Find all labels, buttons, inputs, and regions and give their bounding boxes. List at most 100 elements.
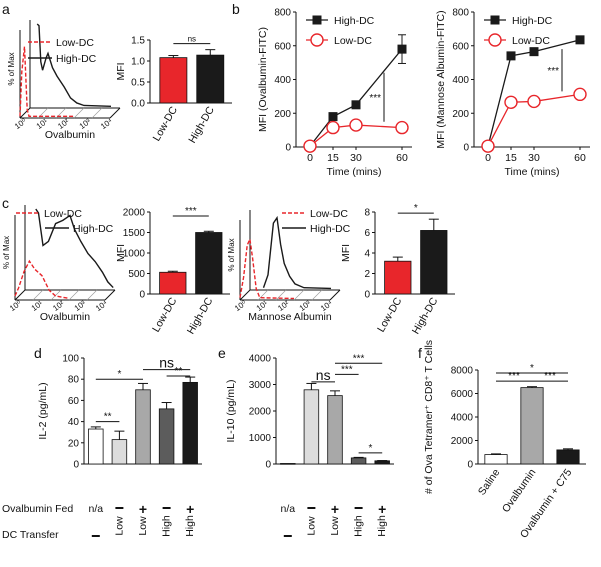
e-dc-mark: Low <box>329 516 341 536</box>
b-man-y-tick-label: 800 <box>452 8 469 19</box>
e-y-tick-label: 0 <box>265 460 271 471</box>
d-ova-mark: + <box>186 501 194 517</box>
f-y-tick-label: 8000 <box>451 366 474 377</box>
b-man-x-tick-label: 0 <box>485 152 491 164</box>
f-sig-label: *** <box>508 371 520 382</box>
f-y-label: # of Ova Tetramer⁺ CD8⁺ T Cells <box>423 340 435 494</box>
b-man-low-point <box>527 94 541 109</box>
c-man-hist-floor-line <box>311 289 323 301</box>
c-ova-bar-y-tick-label: 2000 <box>123 208 146 219</box>
b-ova-x-tick-label: 60 <box>396 152 408 164</box>
c-ova-hist-high-legend-label: High-DC <box>73 223 114 235</box>
b-ova-high-line <box>309 48 403 147</box>
panel-label-b: b <box>232 1 240 17</box>
c-ova-hist-floor-line <box>86 289 98 301</box>
c-man-hist-low-legend-label: Low-DC <box>310 208 348 220</box>
c-ova-hist-floor-line <box>50 289 62 301</box>
b-man-y-tick-label: 200 <box>452 109 469 120</box>
c-man-bar-y-label: MFI <box>340 244 352 262</box>
f-sig-label: *** <box>544 371 556 382</box>
a-bar-y-tick-label: 0.0 <box>131 99 145 110</box>
e-y-tick-label: 3000 <box>249 380 272 391</box>
c-man-hist-floor-line <box>257 289 269 301</box>
c-man-bar-bar-1 <box>420 230 448 295</box>
e-ova-mark: + <box>331 501 339 517</box>
f-x-tick-label: Ovalbumin <box>500 467 539 515</box>
b-ova-legend-high-label: High-DC <box>334 15 375 27</box>
d-bar-1 <box>111 439 128 465</box>
c-man-bar-y-tick-label: 8 <box>364 208 370 219</box>
c-man-bar-x-tick-label: High-DC <box>410 295 441 336</box>
c-man-bar-sig-label: * <box>414 203 418 214</box>
b-ova-y-tick-label: 0 <box>285 143 291 154</box>
e-ova-mark: + <box>378 501 386 517</box>
panel-label-d: d <box>34 345 42 361</box>
panel-label-f: f <box>418 345 422 361</box>
a-hist-low-legend-label: Low-DC <box>56 37 94 49</box>
a-bar-x-tick-label: Low-DC <box>151 104 181 143</box>
c-man-bar-y-tick-label: 0 <box>364 290 370 301</box>
a-bar-y-label: MFI <box>115 62 127 80</box>
a-hist-axis-depth-r <box>109 107 121 119</box>
b-man-y-label: MFI (Mannose Albumin-FITC) <box>435 10 447 148</box>
d-bar-3 <box>158 408 175 465</box>
b-man-low-line <box>487 93 581 147</box>
a-hist-x-tick-label: 10⁴ <box>99 116 115 131</box>
b-ova-low-point <box>349 118 363 132</box>
d-dc-mark: High <box>161 515 173 537</box>
b-man-x-tick-label: 30 <box>528 152 540 164</box>
c-man-bar-x-tick-label: Low-DC <box>375 295 405 334</box>
c-man-bar-y-tick-label: 6 <box>364 228 370 239</box>
e-dc-mark: High <box>376 515 388 537</box>
c-ova-bar-sig-label: *** <box>185 206 197 217</box>
e-dc-mark: High <box>353 515 365 537</box>
c-ova-hist-x-label: Ovalbumin <box>40 311 90 323</box>
e-bar-2 <box>327 395 343 465</box>
f-y-tick-label: 0 <box>467 460 473 471</box>
d-row-label-ovalbumin: Ovalbumin Fed <box>2 503 73 515</box>
e-y-label: IL-10 (pg/mL) <box>225 379 237 442</box>
b-ova-y-tick-label: 600 <box>274 41 291 52</box>
c-man-hist-axis-depth <box>239 289 251 301</box>
e-y-tick-label: 1000 <box>249 433 272 444</box>
c-ova-bar-y-label: MFI <box>115 244 127 262</box>
b-ova-low-point <box>326 120 340 135</box>
b-man-low-point <box>481 139 495 153</box>
b-ova-low-point <box>303 139 317 153</box>
a-bar-y-tick-label: 1.5 <box>131 36 145 47</box>
d-dc-mark: High <box>184 515 196 537</box>
b-ova-high-point <box>328 112 338 122</box>
e-sig-label: *** <box>353 353 365 364</box>
d-bar-2 <box>135 389 151 465</box>
e-sig-label: *** <box>341 364 353 375</box>
c-ova-bar-bar-1 <box>195 232 223 295</box>
a-hist-floor-line <box>73 107 85 119</box>
c-ova-hist-low-legend-label: Low-DC <box>44 208 82 220</box>
a-bar-y-tick-label: 0.5 <box>131 78 145 89</box>
b-ova-low-point <box>395 120 409 135</box>
c-ova-bar-x-tick-label: Low-DC <box>150 295 180 334</box>
d-y-tick-label: 40 <box>68 417 80 428</box>
f-x-tick-label: Saline <box>476 467 503 498</box>
b-ova-y-label: MFI (Ovalbumin-FITC) <box>257 27 269 132</box>
b-man-y-tick-label: 600 <box>452 41 469 52</box>
b-ova-sig-label: *** <box>369 93 381 104</box>
e-sig-label: ns <box>316 367 331 383</box>
e-y-tick-label: 4000 <box>249 354 272 365</box>
f-bar-0 <box>484 454 508 465</box>
c-man-hist-floor-line <box>293 289 305 301</box>
b-man-legend-high-label: High-DC <box>512 15 553 27</box>
b-ova-x-label: Time (mins) <box>326 166 381 178</box>
c-ova-bar-y-tick-label: 1000 <box>123 249 146 260</box>
c-ova-hist-high-curve <box>35 208 114 289</box>
b-man-x-label: Time (mins) <box>504 166 559 178</box>
a-hist-axis-depth <box>19 107 31 119</box>
e-bar-0 <box>280 463 296 465</box>
f-bar-2 <box>556 449 580 465</box>
a-hist-high-curve <box>36 23 112 108</box>
panel-label-e: e <box>218 345 226 361</box>
c-ova-hist-axis-depth <box>14 289 26 301</box>
b-ova-x-tick-label: 30 <box>350 152 362 164</box>
b-ova-legend-low-marker <box>310 33 324 47</box>
e-sig-label: * <box>368 443 372 454</box>
